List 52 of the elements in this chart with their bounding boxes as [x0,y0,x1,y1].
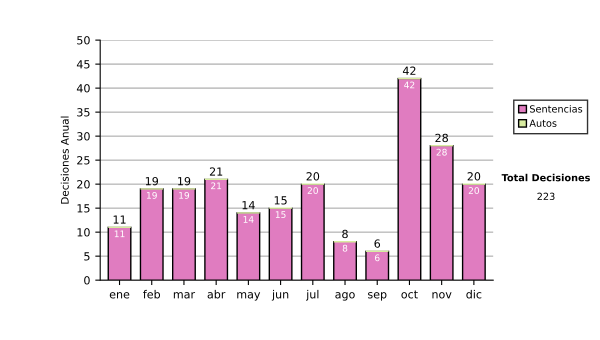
legend-label: Sentencias [530,105,582,113]
data-label: 19 [146,192,157,199]
y-tick-label: 0 [84,276,90,285]
x-tick-label: sep [368,292,386,301]
total-label: 21 [210,167,222,176]
y-tick-label: 15 [78,204,90,213]
y-tick-label: 45 [76,60,90,69]
y-tick-label: 35 [77,108,90,117]
data-label: 11 [114,230,124,238]
total-label: 20 [306,172,320,181]
y-tick-label: 30 [77,132,90,141]
y-tick-label: 20 [77,180,90,189]
total-label: 42 [402,66,416,75]
x-tick-label: ene [110,292,130,298]
legend-label: Autos [529,120,556,127]
total-label: 19 [178,176,190,186]
total-label: 14 [242,201,255,210]
data-label: 42 [404,82,414,88]
y-tick-label: 5 [84,252,90,261]
y-tick-label: 10 [78,228,90,237]
text: 223 [537,192,554,200]
data-label: 6 [374,254,380,262]
data-label: 15 [276,211,286,218]
x-tick-label: ago [335,292,355,301]
x-tick-label: mar [174,292,196,298]
total-label: 8 [342,230,348,238]
total-label: 19 [146,176,158,186]
x-tick-label: abr [208,290,226,298]
data-label: 20 [468,187,480,194]
data-label: 21 [211,182,222,190]
x-tick-label: nov [432,292,452,298]
total-label: 11 [114,216,126,224]
x-tick-label: jun [272,290,288,301]
x-tick-label: may [237,292,260,301]
total-label: 28 [435,134,448,142]
y-tick-label: 40 [76,84,90,93]
data-label: 19 [179,192,190,199]
data-label: 20 [308,187,318,194]
data-label: 14 [244,216,254,223]
x-tick-label: oct [401,290,418,298]
x-tick-label: jul [306,290,318,301]
y-tick-label: 50 [77,36,90,44]
y-axis-title: Decisiones Anual [60,116,69,204]
data-label: 8 [342,244,348,252]
text: Total Decisiones [502,174,590,182]
total-label: 20 [468,172,480,181]
x-tick-label: dic [466,290,482,298]
total-label: 15 [274,196,287,205]
y-tick-label: 25 [77,156,90,165]
total-label: 6 [374,239,380,248]
data-label: 28 [436,148,447,156]
x-tick-label: feb [143,290,160,298]
